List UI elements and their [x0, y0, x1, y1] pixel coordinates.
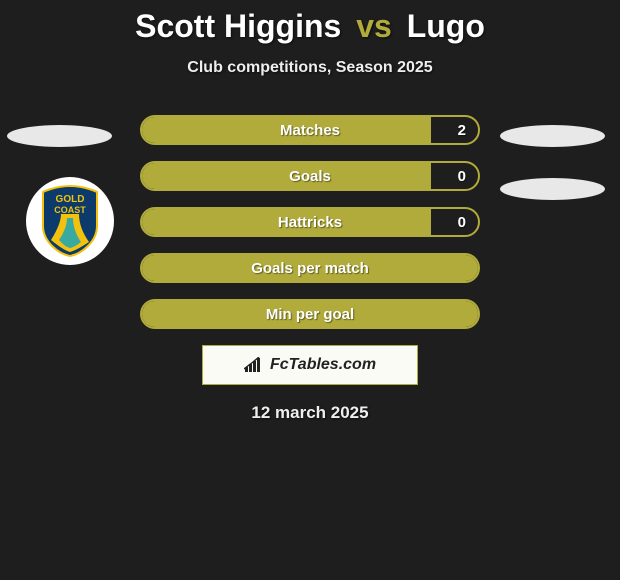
player1-avatar-placeholder [7, 125, 112, 147]
stat-value-right: 0 [458, 209, 466, 235]
title-player1: Scott Higgins [135, 8, 341, 44]
watermark-text: FcTables.com [270, 356, 376, 374]
stat-label: Matches [142, 117, 478, 143]
stats-list: Matches2Goals0Hattricks0Goals per matchM… [140, 115, 480, 329]
stat-label: Hattricks [142, 209, 478, 235]
stat-label: Goals [142, 163, 478, 189]
svg-text:GOLD: GOLD [56, 194, 85, 205]
infographic-root: Scott Higgins vs Lugo Club competitions,… [0, 0, 620, 423]
player1-team-badge: GOLD COAST [26, 177, 114, 265]
gold-coast-crest-icon: GOLD COAST [37, 184, 103, 258]
stat-row: Goals per match [140, 253, 480, 283]
title-player2: Lugo [407, 8, 485, 44]
stat-value-right: 2 [458, 117, 466, 143]
stat-row: Goals0 [140, 161, 480, 191]
stat-row: Matches2 [140, 115, 480, 145]
stat-row: Hattricks0 [140, 207, 480, 237]
subtitle: Club competitions, Season 2025 [0, 59, 620, 77]
stat-value-right: 0 [458, 163, 466, 189]
date-text: 12 march 2025 [0, 403, 620, 423]
player2-avatar-placeholder [500, 125, 605, 147]
page-title: Scott Higgins vs Lugo [0, 8, 620, 45]
stat-row: Min per goal [140, 299, 480, 329]
bar-chart-icon [244, 357, 264, 373]
svg-text:COAST: COAST [54, 205, 86, 215]
player2-team-placeholder [500, 178, 605, 200]
watermark: FcTables.com [202, 345, 418, 385]
stat-label: Goals per match [142, 255, 478, 281]
stat-label: Min per goal [142, 301, 478, 327]
title-vs: vs [356, 8, 392, 44]
